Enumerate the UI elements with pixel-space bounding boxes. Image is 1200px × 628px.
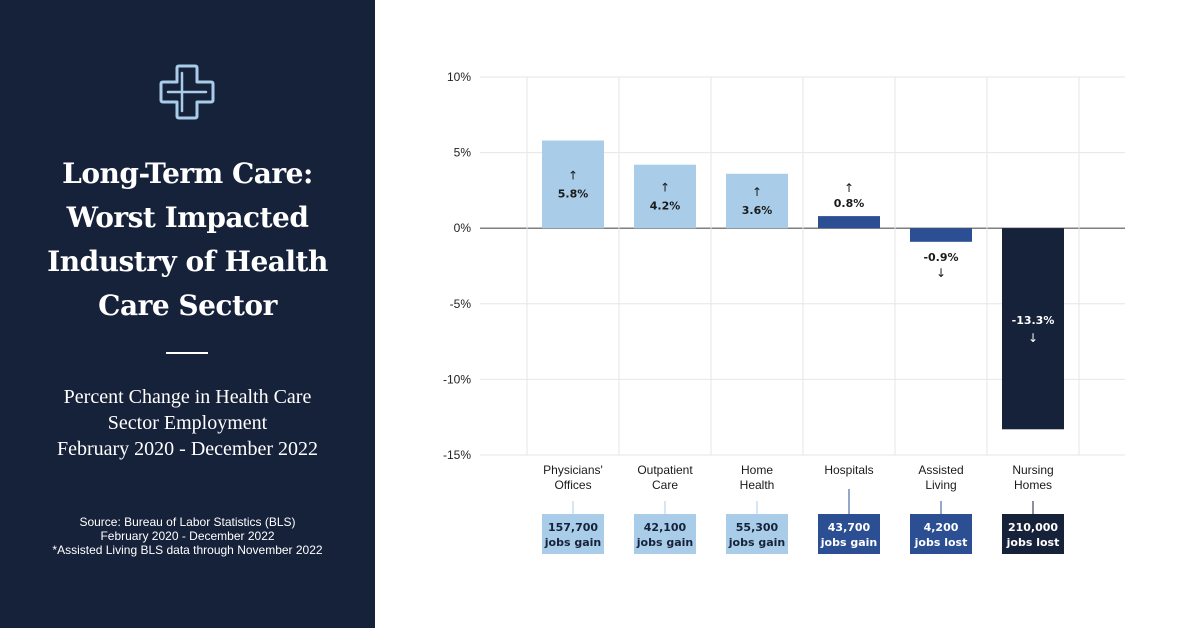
bar xyxy=(910,228,972,242)
y-tick-label: -5% xyxy=(450,297,472,311)
bar xyxy=(726,173,788,229)
jobs-text: jobs gain xyxy=(544,536,601,549)
jobs-count: 42,100 xyxy=(644,521,687,534)
data-label: 0.8% xyxy=(834,197,865,210)
category-label: Physicians' xyxy=(543,463,603,477)
jobs-box xyxy=(542,514,604,554)
category-label: Home xyxy=(741,463,773,477)
category-label: Health xyxy=(740,478,775,492)
subtitle-line: February 2020 - December 2022 xyxy=(56,438,319,460)
data-label: 5.8% xyxy=(558,187,589,200)
y-tick-label: 0% xyxy=(454,221,472,235)
bar xyxy=(634,164,696,229)
category-label: Nursing xyxy=(1012,463,1053,477)
category-label: Living xyxy=(925,478,956,492)
arrow-down-icon: ↓ xyxy=(936,266,946,280)
medical-cross-icon xyxy=(159,64,215,120)
data-label: 4.2% xyxy=(650,199,681,212)
page-title: Long-Term Care: Worst Impacted Industry … xyxy=(20,152,355,328)
source-line: Source: Bureau of Labor Statistics (BLS) xyxy=(79,515,296,529)
data-label: 3.6% xyxy=(742,204,773,217)
source-note: Source: Bureau of Labor Statistics (BLS)… xyxy=(10,515,365,557)
jobs-count: 55,300 xyxy=(736,521,779,534)
y-tick-label: -15% xyxy=(443,448,471,462)
jobs-box xyxy=(726,514,788,554)
divider xyxy=(166,352,208,354)
jobs-count: 43,700 xyxy=(828,521,871,534)
bar xyxy=(1002,228,1064,430)
category-label: Outpatient xyxy=(637,463,693,477)
jobs-box xyxy=(818,514,880,554)
bar-chart: 10% 5% 0% -5% -10% -15% ↑ 5.8% Physicians'Office… xyxy=(443,70,1125,554)
arrow-down-icon: ↓ xyxy=(1028,331,1038,345)
jobs-text: jobs lost xyxy=(914,536,968,549)
source-line: *Assisted Living BLS data through Novemb… xyxy=(52,543,323,557)
arrow-up-icon: ↑ xyxy=(660,180,670,194)
category-label: Assisted xyxy=(918,463,963,477)
title-line: Worst Impacted xyxy=(66,201,309,234)
data-label: -0.9% xyxy=(923,251,958,264)
title-line: Industry of Health xyxy=(47,245,328,278)
jobs-count: 157,700 xyxy=(548,521,598,534)
data-label: -13.3% xyxy=(1012,314,1055,327)
jobs-text: jobs gain xyxy=(820,536,877,549)
subtitle-line: Sector Employment xyxy=(107,412,268,434)
category-label: Care xyxy=(652,478,678,492)
subtitle-line: Percent Change in Health Care xyxy=(63,386,312,408)
jobs-box xyxy=(1002,514,1064,554)
jobs-text: jobs gain xyxy=(728,536,785,549)
y-tick-label: -10% xyxy=(443,372,471,386)
bar xyxy=(818,216,880,229)
arrow-up-icon: ↑ xyxy=(568,168,578,182)
jobs-box xyxy=(910,514,972,554)
jobs-text: jobs gain xyxy=(636,536,693,549)
jobs-box xyxy=(634,514,696,554)
jobs-text: jobs lost xyxy=(1006,536,1060,549)
y-tick-label: 10% xyxy=(447,70,471,84)
title-line: Care Sector xyxy=(98,289,277,322)
bar xyxy=(542,140,604,229)
arrow-up-icon: ↑ xyxy=(844,181,854,195)
category-label: Offices xyxy=(554,478,591,492)
source-line: February 2020 - December 2022 xyxy=(100,529,275,543)
category-label: Homes xyxy=(1014,478,1052,492)
jobs-count: 4,200 xyxy=(924,521,959,534)
category-label: Hospitals xyxy=(824,463,873,477)
sidebar: Long-Term Care: Worst Impacted Industry … xyxy=(0,0,375,628)
arrow-up-icon: ↑ xyxy=(752,185,762,199)
title-line: Long-Term Care: xyxy=(62,157,313,190)
jobs-count: 210,000 xyxy=(1008,521,1058,534)
chart-subtitle: Percent Change in Health Care Sector Emp… xyxy=(10,384,365,462)
y-tick-label: 5% xyxy=(454,146,472,160)
